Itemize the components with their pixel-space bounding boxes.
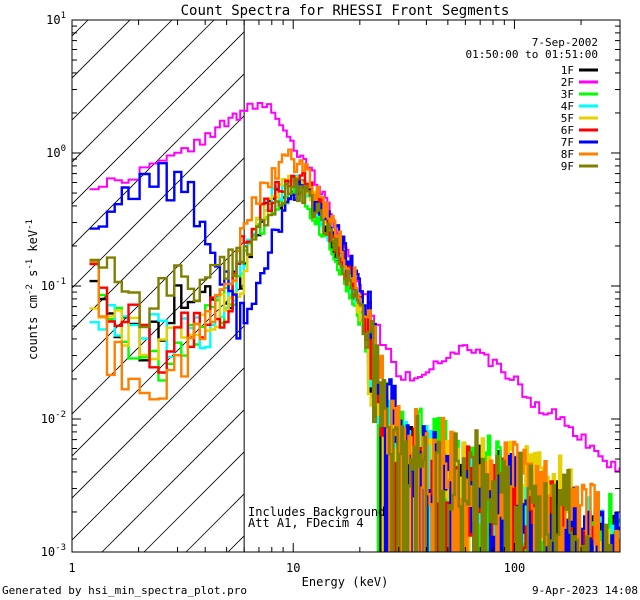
y-axis-label: counts cm-2 s-1 keV-1 xyxy=(25,219,40,360)
y-tick-label: 100 xyxy=(46,144,66,160)
legend-label-5F: 5F xyxy=(561,112,574,125)
hatch-line xyxy=(72,31,244,205)
hatched-region xyxy=(0,0,244,552)
hatch-line xyxy=(72,367,244,541)
legend-label-3F: 3F xyxy=(561,88,574,101)
footer-generated-by: Generated by hsi_min_spectra_plot.pro xyxy=(2,584,247,597)
legend-label-9F: 9F xyxy=(561,160,574,173)
hatch-line xyxy=(72,20,215,163)
hatch-line xyxy=(72,283,244,457)
y-tick-label: 10-1 xyxy=(41,277,66,293)
series-7F xyxy=(89,162,620,552)
legend-label-2F: 2F xyxy=(561,76,574,89)
y-tick-label: 10-2 xyxy=(41,410,66,426)
legend-label-4F: 4F xyxy=(561,100,574,113)
hatch-line xyxy=(0,0,114,552)
x-tick-label: 10 xyxy=(286,561,300,575)
footer-timestamp: 9-Apr-2023 14:08 xyxy=(532,584,638,597)
observation-time-range: 01:50:00 to 01:51:00 xyxy=(466,48,598,61)
legend-label-6F: 6F xyxy=(561,124,574,137)
legend-label-8F: 8F xyxy=(561,148,574,161)
legend-label-7F: 7F xyxy=(561,136,574,149)
hatch-line xyxy=(72,241,244,415)
hatch-line xyxy=(72,325,244,499)
hatch-line xyxy=(72,20,173,121)
x-tick-label: 100 xyxy=(504,561,526,575)
hatch-line xyxy=(101,409,244,552)
y-tick-labels: 10-3 10-2 10-1 100 101 xyxy=(41,11,66,559)
x-tick-label: 1 xyxy=(68,561,75,575)
hatch-line xyxy=(72,20,89,37)
hatch-line xyxy=(72,20,131,79)
chart-title: Count Spectra for RHESSI Front Segments xyxy=(181,3,510,19)
y-tick-label: 10-3 xyxy=(41,543,66,559)
series-9F xyxy=(89,177,613,552)
axis-ticks xyxy=(71,19,621,553)
hatch-line xyxy=(72,157,244,331)
x-axis-label: Energy (keV) xyxy=(302,575,389,589)
observation-date: 7-Sep-2002 xyxy=(532,36,598,49)
series-layer xyxy=(89,102,620,552)
legend-label-1F: 1F xyxy=(561,64,574,77)
annotation-background: Includes Background xyxy=(248,505,385,519)
y-tick-label: 101 xyxy=(46,11,66,27)
annotation-attenuator: Att A1, FDecim 4 xyxy=(248,516,364,530)
hatch-line xyxy=(72,115,244,289)
hatch-line xyxy=(72,199,244,373)
x-tick-labels: 1 10 100 xyxy=(68,561,525,575)
